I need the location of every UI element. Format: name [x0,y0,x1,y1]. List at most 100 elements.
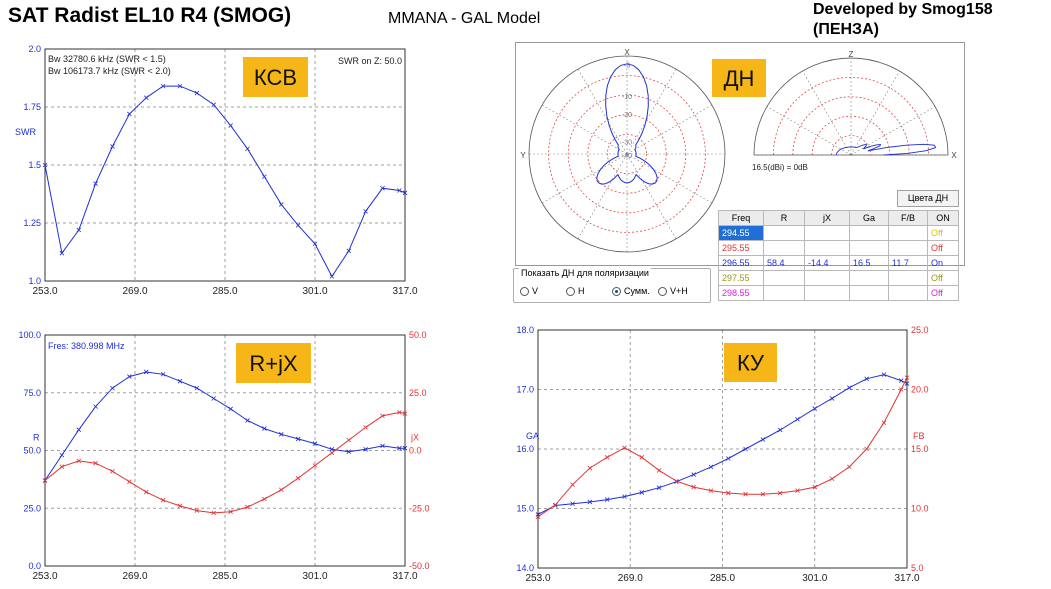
elevation-spoke [850,106,936,156]
table-row[interactable]: 296.55 58.4 -14.4 16.5 11.7 On [718,255,959,271]
y-tick-label-left: 18.0 [516,325,534,335]
x-tick-label: 269.0 [122,286,147,297]
data-point-marker [881,372,887,377]
data-point-marker [397,410,402,415]
developer-line-1: Developed by Smog158 [813,1,993,18]
data-point-marker [127,374,132,379]
data-point-marker [194,90,200,96]
data-point-marker [847,464,852,470]
cell-freq: 294.55 [718,225,764,241]
polarization-title: Показать ДН для поляризации [519,268,651,278]
data-point-marker [570,482,575,487]
data-point-marker [329,450,335,456]
data-point-marker [143,369,149,375]
data-point-marker [93,404,98,409]
data-point-marker [278,432,284,437]
azimuth-spoke [626,104,713,155]
y-tick-label-left: 1.0 [28,276,41,286]
table-row[interactable]: 298.55 Off [718,285,959,301]
data-point-marker [177,83,183,89]
cell-on[interactable]: Off [927,270,959,286]
radio-h-circle[interactable] [566,286,575,296]
data-point-marker [177,503,183,509]
y-axis-label-left: GA [526,431,539,441]
data-point-marker [553,502,558,508]
data-point-marker [346,248,352,254]
y-tick-label-right: 50.0 [409,330,427,340]
col-r-header: R [763,210,805,226]
data-point-marker [295,223,301,228]
x-tick-label: 317.0 [392,571,417,582]
data-point-marker [93,460,98,466]
y-tick-label-left: 0.0 [28,561,41,571]
radio-v[interactable]: V [520,286,538,296]
data-point-marker [295,475,301,481]
developer-line-2: (ПЕНЗА) [813,21,879,38]
table-row[interactable]: 295.55 Off [718,240,959,256]
data-point-marker [904,381,910,386]
cell-r [763,285,805,301]
data-point-marker [278,487,284,493]
cell-jx: -14.4 [804,255,850,271]
data-point-marker [380,443,385,449]
pattern-frequency-table: Freq R jX Ga F/B ON 294.55 Off 295.55 Off 29… [718,210,959,301]
data-point-marker [143,95,149,101]
cell-on[interactable]: Off [927,285,959,301]
data-point-marker [604,455,610,460]
swr-badge-bg [243,57,308,97]
data-point-marker [346,449,352,454]
data-point-marker [42,478,48,483]
data-point-marker [127,479,132,484]
radio-vh[interactable]: V+H [658,286,688,296]
data-point-marker [904,375,910,380]
y-tick-label-left: 25.0 [23,503,41,513]
radio-h[interactable]: H [566,286,585,296]
azimuth-spoke [626,68,677,155]
data-point-marker [725,456,731,461]
x-tick-label: 253.0 [32,571,57,582]
data-point-marker [194,385,200,391]
x-tick-label: 301.0 [302,286,327,297]
y-tick-label-right: 0.0 [409,446,422,456]
y-tick-label-left: 2.0 [28,44,41,54]
y-tick-label-left: 16.0 [516,444,534,454]
data-point-marker [245,418,250,423]
page-subtitle: MMANA - GAL Model [388,10,541,27]
azimuth-ring-label: -10 [622,94,632,101]
cell-on[interactable]: Off [927,240,959,256]
data-point-marker [211,102,217,107]
data-point-marker [160,371,166,377]
data-point-marker [363,425,368,430]
radio-v-circle[interactable] [520,286,529,296]
x-tick-label: 301.0 [802,573,827,584]
data-point-marker [535,514,541,520]
radio-vh-circle[interactable] [658,286,667,296]
cell-on[interactable]: Off [927,225,959,241]
cell-on[interactable]: On [927,255,959,271]
cell-freq: 297.55 [718,270,764,286]
elevation-spoke [766,106,852,156]
data-point-marker [898,387,904,392]
cell-r [763,225,805,241]
pattern-badge: ДН [724,66,755,91]
azimuth-spoke [541,104,628,155]
radio-sum[interactable]: Сумм. [612,286,650,296]
data-point-marker [177,378,183,384]
data-point-marker [795,416,800,422]
data-point-marker [93,181,98,186]
data-point-marker [295,436,301,442]
table-row[interactable]: 294.55 Off [718,225,959,241]
data-point-marker [380,413,385,419]
data-point-marker [743,446,748,452]
radio-h-label: H [578,286,585,296]
cell-r: 58.4 [763,255,805,271]
data-point-marker [262,496,267,502]
y-tick-label-right: -50.0 [409,561,430,571]
radio-sum-circle[interactable] [612,286,621,296]
table-header-row: Freq R jX Ga F/B ON [718,210,959,226]
developer-credit: Developed by Smog158 (ПЕНЗА) [813,0,993,40]
table-row[interactable]: 297.55 Off [718,270,959,286]
pattern-colors-button[interactable]: Цвета ДН [897,190,959,207]
